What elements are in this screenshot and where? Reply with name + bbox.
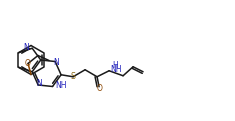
Text: O: O <box>25 59 31 68</box>
Text: N: N <box>23 43 29 52</box>
Text: NH: NH <box>55 81 67 90</box>
Text: S: S <box>70 72 76 81</box>
Text: O: O <box>96 84 102 93</box>
Text: N: N <box>36 79 42 88</box>
Text: NH: NH <box>110 65 121 74</box>
Text: H: H <box>112 61 118 70</box>
Text: N: N <box>53 58 59 67</box>
